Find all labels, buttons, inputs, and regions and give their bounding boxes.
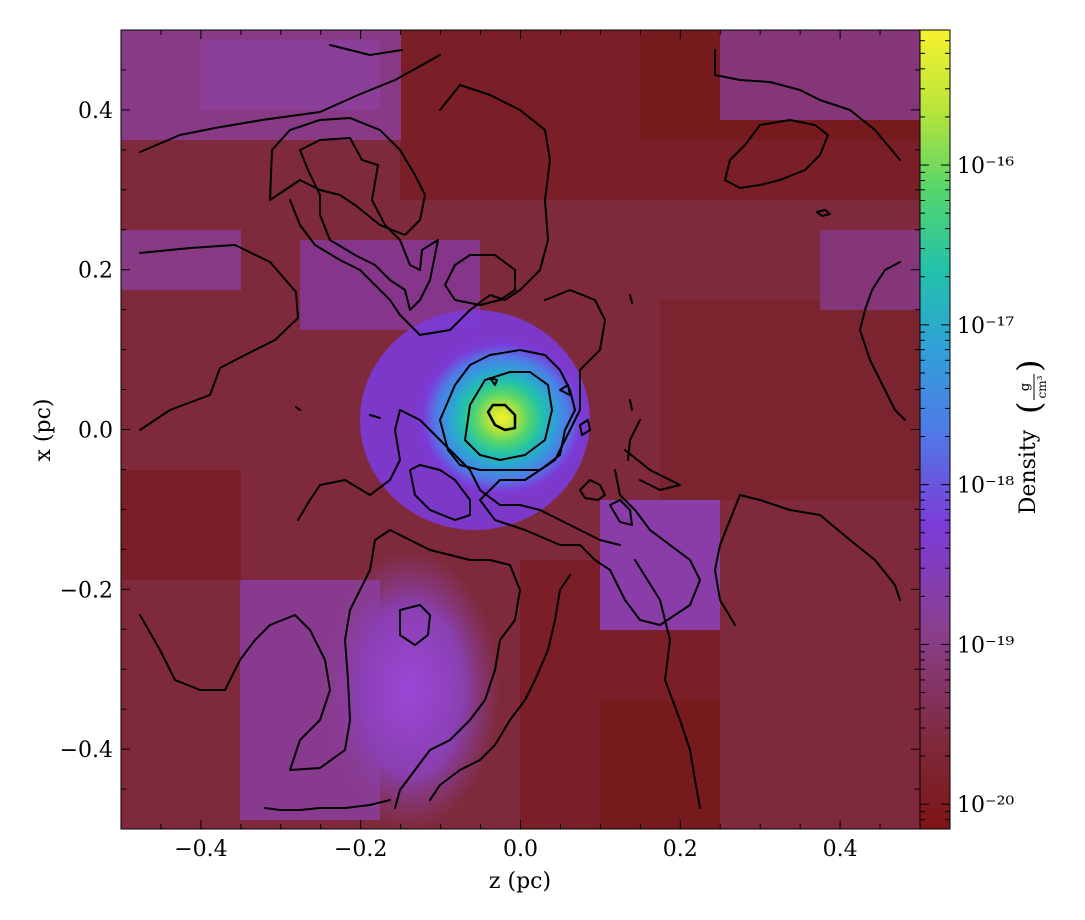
y-tick-label: −0.4 xyxy=(60,738,113,763)
contour-line xyxy=(479,289,701,626)
contour-line xyxy=(409,464,471,521)
colorbar-tick-label: 10⁻¹⁹ xyxy=(957,633,1014,658)
y-tick-label: 0.2 xyxy=(78,259,113,284)
y-axis-label: x (pc) xyxy=(31,399,56,462)
contour-line xyxy=(297,409,621,546)
contour-line xyxy=(269,117,426,236)
contour-line xyxy=(634,559,701,809)
axis-ticks xyxy=(120,29,921,830)
colorbar-tick-label: 10⁻¹⁶ xyxy=(957,154,1014,179)
x-tick-label: 0.0 xyxy=(503,837,538,862)
contour-line xyxy=(444,254,516,306)
contour-line xyxy=(486,403,517,432)
southern-filament xyxy=(320,550,500,829)
colorbar-tick-label: 10⁻¹⁷ xyxy=(957,314,1014,339)
contour-line xyxy=(139,244,299,431)
colorbar-label-text: Density xyxy=(1016,429,1041,514)
contour-line xyxy=(629,294,633,304)
x-tick-label: −0.4 xyxy=(174,837,227,862)
x-axis-label: z (pc) xyxy=(489,869,551,894)
contour-line xyxy=(579,479,606,501)
contour-line xyxy=(739,494,901,601)
contour-line xyxy=(464,371,553,461)
x-tick-label: 0.2 xyxy=(663,837,698,862)
density-image xyxy=(121,30,920,829)
x-axis-tick-labels: −0.4 −0.2 0.0 0.2 0.4 xyxy=(174,837,857,862)
colorbar-label: Density ( g cm³ ) xyxy=(1010,360,1049,515)
colorbar xyxy=(919,29,951,830)
colorbar-ticks xyxy=(920,29,950,821)
density-contours xyxy=(139,44,906,811)
contour-line xyxy=(714,49,901,161)
contour-line xyxy=(399,604,431,646)
contour-line xyxy=(624,449,681,491)
contour-line xyxy=(724,119,829,189)
contour-line xyxy=(429,574,571,801)
contour-line xyxy=(489,377,498,386)
contour-line xyxy=(295,406,301,411)
colorbar-tick-label: 10⁻²⁰ xyxy=(957,793,1014,818)
colorbar-tick-label: 10⁻¹⁸ xyxy=(957,474,1014,499)
x-tick-label: 0.4 xyxy=(823,837,858,862)
contour-line xyxy=(139,54,441,153)
contour-line xyxy=(627,419,641,461)
contour-line xyxy=(139,529,521,809)
contour-line xyxy=(714,494,741,626)
y-tick-label: 0.0 xyxy=(78,419,113,444)
contour-line xyxy=(816,209,831,217)
contour-line xyxy=(329,44,403,56)
contour-line xyxy=(609,499,633,526)
y-tick-label: −0.2 xyxy=(60,578,113,603)
colorbar-unit-numerator: g xyxy=(1018,383,1033,391)
contour-line xyxy=(439,349,576,471)
contour-line xyxy=(299,137,439,311)
contour-line xyxy=(629,399,633,411)
contour-line xyxy=(369,414,381,419)
colorbar-unit-open-paren: ( xyxy=(1010,402,1048,414)
colorbar-unit-denominator: cm³ xyxy=(1035,375,1049,398)
y-axis-tick-labels: 0.4 0.2 0.0 −0.2 −0.4 xyxy=(60,99,113,763)
contour-line xyxy=(264,799,391,811)
contour-line xyxy=(559,384,571,396)
colorbar-tick-labels: 10⁻¹⁶ 10⁻¹⁷ 10⁻¹⁸ 10⁻¹⁹ 10⁻²⁰ xyxy=(957,154,1014,818)
colorbar-unit-close-paren: ) xyxy=(1010,360,1048,372)
x-tick-label: −0.2 xyxy=(334,837,387,862)
y-tick-label: 0.4 xyxy=(78,99,113,124)
contour-line xyxy=(859,261,906,421)
contour-line xyxy=(579,419,591,436)
contour-line xyxy=(289,84,551,336)
